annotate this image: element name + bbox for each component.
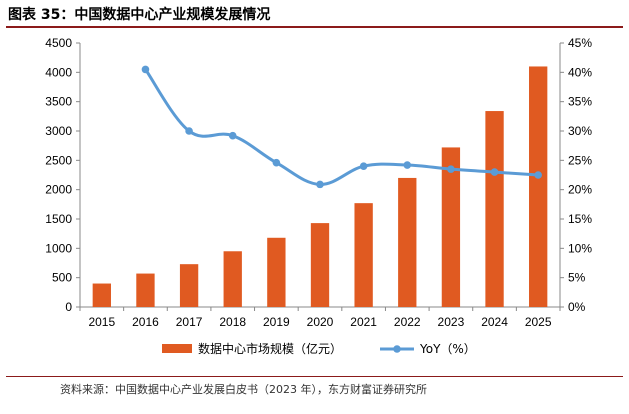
y-left-tick-label: 500 (52, 271, 72, 285)
y-right-tick-label: 15% (568, 212, 592, 226)
bar (136, 273, 155, 307)
legend-line-marker (393, 345, 401, 353)
x-tick-label: 2017 (176, 315, 203, 329)
y-left-tick-label: 3500 (45, 95, 72, 109)
bar (179, 264, 199, 307)
x-tick-label: 2018 (219, 315, 246, 329)
yoy-point (359, 162, 368, 170)
y-left-tick-label: 2000 (45, 183, 72, 197)
bar (310, 223, 330, 307)
x-tick-label: 2016 (132, 315, 159, 329)
x-tick-label: 2015 (88, 315, 115, 329)
yoy-point (272, 158, 281, 167)
bar (529, 66, 548, 307)
yoy-point (490, 168, 499, 176)
y-left-tick-label: 1000 (45, 241, 72, 255)
source-note: 资料来源：中国数据中心产业发展白皮书（2023 年），东方财富证券研究所 (60, 383, 427, 396)
y-right-tick-label: 10% (568, 241, 592, 255)
chart-legend: 数据中心市场规模（亿元） YoY（%） (162, 341, 476, 356)
y-right-tick-label: 20% (568, 183, 592, 197)
y-left-tick-label: 4000 (45, 65, 72, 79)
bar (485, 111, 504, 307)
bar (223, 251, 242, 307)
x-tick-label: 2020 (307, 315, 334, 329)
bar (354, 203, 373, 307)
y-right-tick-label: 35% (568, 95, 592, 109)
x-tick-label: 2024 (481, 315, 508, 329)
title-bar: 图表 35：中国数据中心产业规模发展情况 (6, 2, 623, 28)
x-tick-label: 2025 (525, 315, 552, 329)
y-right-tick-label: 0% (568, 300, 586, 314)
yoy-line (144, 68, 539, 186)
y-right-tick-label: 25% (568, 153, 592, 167)
legend-bar-swatch (162, 344, 192, 353)
bar (398, 177, 417, 307)
yoy-point (534, 171, 542, 179)
chart-title: 图表 35：中国数据中心产业规模发展情况 (8, 7, 271, 23)
yoy-point (185, 127, 193, 135)
yoy-point (447, 165, 455, 173)
chart: 0 500 1000 1500 2000 2500 3000 3500 4000 4500 0% 5%… (45, 36, 592, 356)
y-left-tick-label: 0 (65, 300, 72, 314)
x-tick-label: 2023 (438, 315, 465, 329)
source-divider (6, 376, 623, 377)
x-tick-label: 2022 (394, 315, 421, 329)
yoy-point (403, 161, 412, 169)
y-right-tick-label: 40% (568, 65, 592, 79)
yoy-point (228, 131, 237, 140)
y-right-tick-label: 45% (568, 36, 592, 50)
legend-bar-label: 数据中心市场规模（亿元） (198, 341, 342, 356)
y-right-tick-label: 5% (568, 271, 586, 285)
y-left-tick-label: 3000 (45, 124, 72, 138)
yoy-point (141, 65, 150, 74)
bar (267, 237, 286, 307)
chart-axes: 0 500 1000 1500 2000 2500 3000 3500 4000 4500 0% 5%… (45, 36, 592, 329)
line-series (141, 65, 542, 189)
x-tick-label: 2021 (350, 315, 377, 329)
y-left-tick-label: 4500 (45, 36, 72, 50)
bar-series (92, 66, 548, 307)
legend-line-label: YoY（%） (419, 342, 476, 356)
x-tick-label: 2019 (263, 315, 290, 329)
yoy-point (316, 180, 324, 189)
y-left-tick-label: 1500 (45, 212, 72, 226)
y-right-tick-label: 30% (568, 124, 592, 138)
y-left-tick-label: 2500 (45, 153, 72, 167)
bar (441, 147, 461, 307)
bar (92, 283, 111, 307)
